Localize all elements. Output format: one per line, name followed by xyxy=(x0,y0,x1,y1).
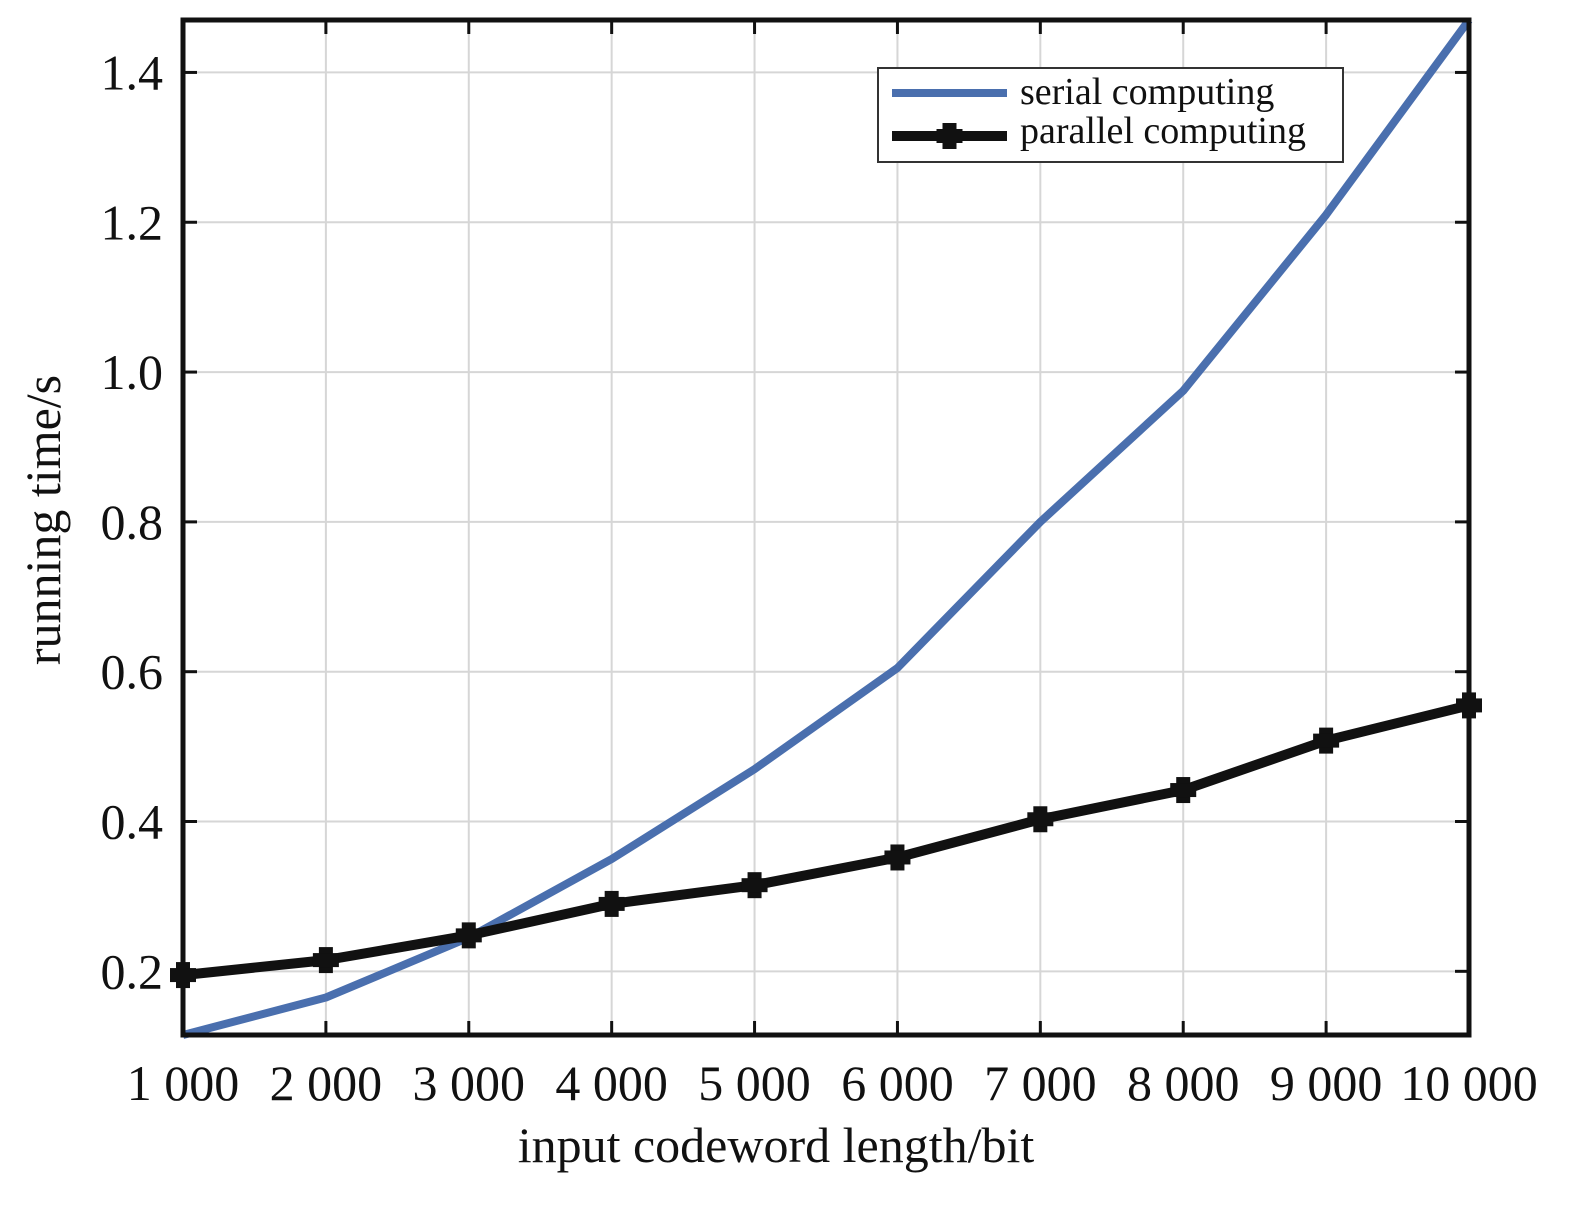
y-tick-label: 1.4 xyxy=(101,44,164,100)
x-tick-label: 2 000 xyxy=(270,1055,383,1111)
legend-marker-parallel xyxy=(936,123,963,149)
data-point-parallel-computing xyxy=(884,844,911,871)
data-point-parallel-computing xyxy=(598,890,625,917)
x-tick-label: 9 000 xyxy=(1270,1055,1383,1111)
plot-frame xyxy=(180,17,1472,1038)
legend-marker-plus xyxy=(936,123,963,149)
tick-labels: 1 000 2 000 3 000 4 000 5 000 6 000 7 000 8 000… xyxy=(101,44,1538,1111)
legend-label-serial: serial computing xyxy=(1020,71,1274,113)
grid-lines xyxy=(183,20,1469,1035)
x-tick-label: 5 000 xyxy=(698,1055,811,1111)
x-axis-label: input codeword length/bit xyxy=(518,1117,1035,1173)
data-point-parallel-computing xyxy=(312,947,339,974)
x-tick-label: 3 000 xyxy=(413,1055,526,1111)
y-tick-label: 1.0 xyxy=(101,344,164,400)
x-tick-label: 4 000 xyxy=(555,1055,668,1111)
y-tick-label: 0.4 xyxy=(101,794,164,850)
y-tick-label: 1.2 xyxy=(101,194,164,250)
series-lines xyxy=(170,17,1482,1039)
series-line-serial-computing xyxy=(181,17,1473,1039)
data-point-parallel-computing xyxy=(1027,806,1054,833)
x-tick-label: 7 000 xyxy=(984,1055,1097,1111)
y-axis-label: running time/s xyxy=(15,375,71,665)
data-point-parallel-computing xyxy=(1313,727,1340,754)
legend-label-parallel: parallel computing xyxy=(1020,110,1306,152)
data-point-parallel-computing xyxy=(1170,777,1197,804)
x-tick-label: 10 000 xyxy=(1400,1055,1538,1111)
x-tick-label: 8 000 xyxy=(1127,1055,1240,1111)
x-tick-label: 6 000 xyxy=(841,1055,954,1111)
y-tick-label: 0.8 xyxy=(101,494,164,550)
x-tick-label: 1 000 xyxy=(127,1055,240,1111)
y-tick-label: 0.6 xyxy=(101,644,164,700)
data-point-parallel-computing xyxy=(455,922,482,949)
data-point-parallel-computing xyxy=(741,872,768,899)
series-line-parallel-computing xyxy=(182,700,1471,981)
y-tick-label: 0.2 xyxy=(101,943,164,999)
axis-ticks xyxy=(181,20,1471,1035)
legend: serial computing parallel computing xyxy=(877,67,1344,163)
